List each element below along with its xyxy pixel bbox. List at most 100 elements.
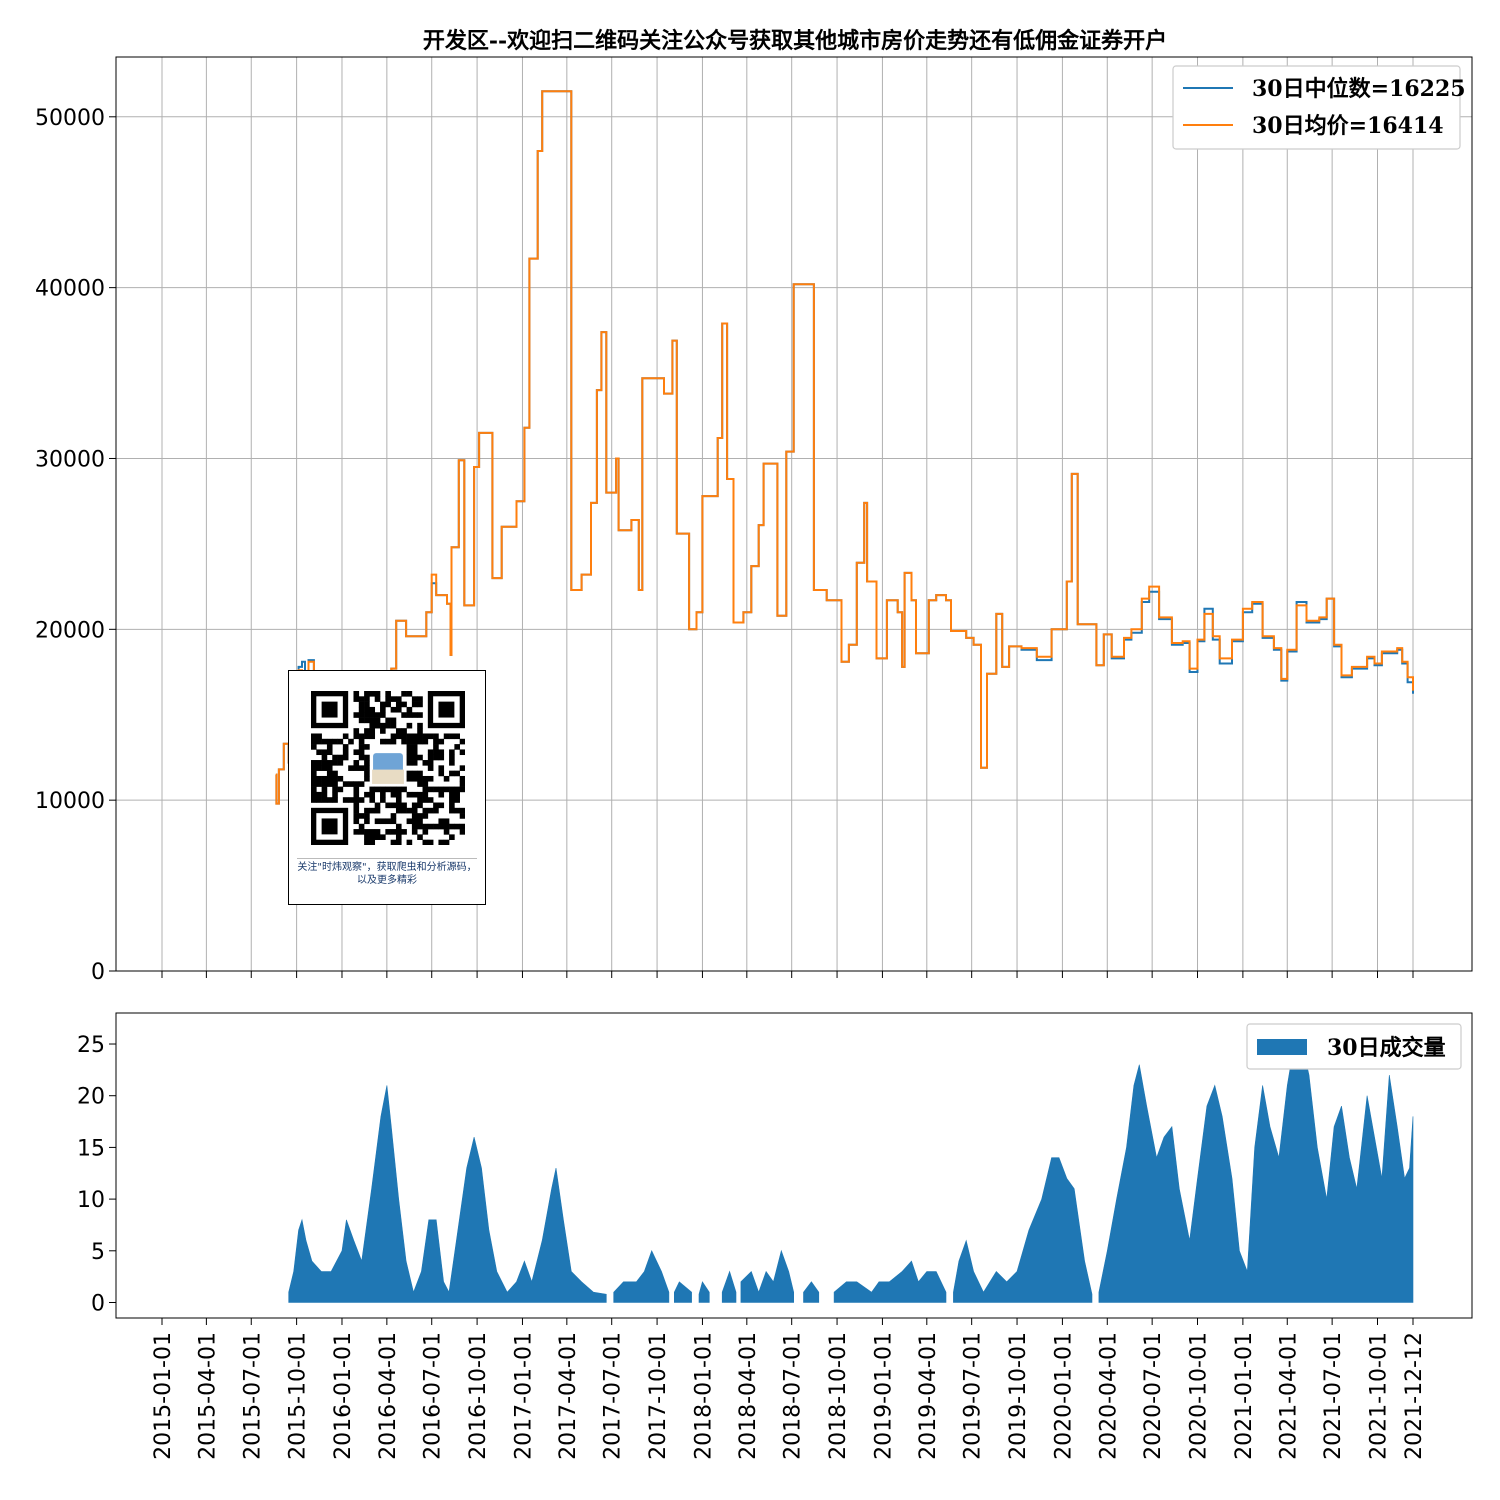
qr-module (326, 744, 333, 750)
qr-module (406, 818, 413, 825)
qr-module (395, 839, 402, 845)
qr-module (443, 775, 450, 782)
qr-module (433, 802, 439, 809)
price-y-tick-label: 50000 (35, 106, 105, 131)
qr-module (459, 781, 465, 787)
volume-area-segment (803, 1281, 820, 1303)
mean-price-line (275, 90, 1414, 805)
qr-module (417, 775, 423, 782)
volume-y-tick-label: 0 (91, 1291, 105, 1316)
date-x-tick-label: 2015-04-01 (195, 1332, 220, 1460)
qr-module (411, 738, 418, 745)
qr-module (358, 823, 365, 830)
qr-module (427, 839, 434, 845)
qr-module (411, 802, 418, 809)
qr-module (459, 765, 465, 771)
qr-module (449, 733, 455, 740)
qr-module (353, 786, 360, 793)
qr-module (459, 829, 465, 835)
date-x-tick-label: 2021-12-12 (1402, 1332, 1427, 1460)
qr-module (380, 834, 386, 840)
qr-module (342, 754, 349, 761)
qr-module (369, 807, 376, 814)
qr-module (353, 728, 360, 734)
qr-module (411, 818, 418, 825)
qr-module (411, 754, 418, 761)
qr-module (433, 749, 439, 756)
date-x-tick-label: 2018-01-01 (691, 1332, 716, 1460)
qr-module (326, 760, 333, 766)
qr-module (422, 797, 429, 803)
qr-module (369, 839, 376, 845)
qr-module (358, 829, 365, 835)
qr-module (422, 829, 429, 835)
qr-avatar-sand (372, 769, 404, 784)
qr-module (311, 786, 317, 793)
date-x-tick-label: 2015-07-01 (240, 1332, 265, 1460)
qr-module (433, 807, 439, 814)
qr-module (395, 823, 402, 830)
qr-module (364, 775, 370, 782)
qr-module (337, 760, 344, 766)
qr-module (411, 749, 418, 756)
qr-module (390, 802, 397, 809)
volume-y-tick-label: 25 (77, 1033, 105, 1058)
qr-module (417, 733, 423, 740)
qr-module (427, 823, 434, 830)
qr-module (385, 691, 391, 697)
qr-module (417, 781, 423, 787)
qr-module (422, 760, 429, 766)
qr-module (395, 728, 402, 734)
qr-module (438, 749, 445, 756)
qr-module (438, 818, 445, 825)
qr-module (385, 722, 391, 729)
price-lines (275, 90, 1414, 805)
qr-module (337, 738, 344, 745)
date-x-tick-label: 2020-07-01 (1141, 1332, 1166, 1460)
qr-module (438, 765, 445, 771)
qr-module (406, 807, 413, 814)
volume-area-segment (288, 1085, 607, 1303)
qr-module (358, 733, 365, 740)
qr-module (348, 765, 354, 771)
date-x-tick-label: 2017-04-01 (556, 1332, 581, 1460)
qr-module (417, 770, 423, 777)
date-x-tick-label: 2017-10-01 (646, 1332, 671, 1460)
qr-module (332, 775, 338, 782)
qr-module (326, 770, 333, 777)
qr-module (385, 696, 391, 702)
date-x-tick-label: 2021-07-01 (1321, 1332, 1346, 1460)
qr-module (406, 722, 413, 729)
qr-module (401, 691, 407, 697)
qr-module (406, 760, 413, 766)
qr-module (316, 733, 322, 740)
qr-module (385, 829, 391, 835)
qr-module (332, 760, 338, 766)
qr-module (406, 744, 413, 750)
qr-module (380, 791, 386, 798)
qr-module (380, 797, 386, 803)
qr-module (358, 754, 365, 761)
qr-module (385, 818, 391, 825)
qr-module (353, 691, 360, 697)
qr-module (374, 691, 381, 697)
qr-module (342, 749, 349, 756)
qr-module (353, 781, 360, 787)
qr-module (401, 807, 407, 814)
qr-module (395, 791, 402, 798)
qr-module (374, 722, 381, 729)
date-x-tick-label: 2018-04-01 (736, 1332, 761, 1460)
qr-module (316, 765, 322, 771)
qr-module (364, 818, 370, 825)
qr-module (353, 829, 360, 835)
qr-module (353, 813, 360, 819)
qr-module (348, 738, 354, 745)
qr-module (316, 749, 322, 756)
qr-module (454, 770, 460, 777)
qr-module (401, 733, 407, 740)
qr-module (364, 791, 370, 798)
qr-module (326, 738, 333, 745)
legend-median-label: 30日中位数=16225 (1252, 76, 1466, 102)
qr-module (364, 728, 370, 734)
qr-module (454, 807, 460, 814)
